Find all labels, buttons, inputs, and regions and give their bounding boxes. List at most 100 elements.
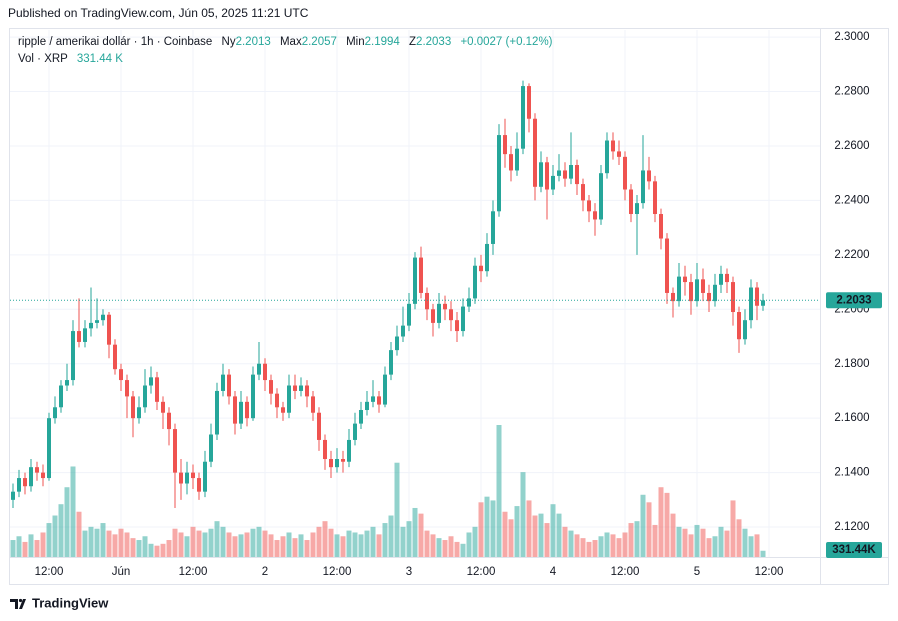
- volume-bar: [676, 526, 682, 557]
- candle-body: [389, 350, 393, 375]
- candle-body: [449, 309, 453, 321]
- candle-body: [641, 170, 645, 204]
- volume-bar: [166, 540, 172, 557]
- candle-body: [731, 282, 735, 313]
- candle-body: [233, 396, 237, 424]
- legend-high-value: 2.2057: [302, 36, 337, 48]
- volume-bar: [328, 528, 334, 557]
- candle-body: [587, 200, 591, 212]
- candle-body: [569, 165, 573, 179]
- candle-body: [197, 478, 201, 492]
- volume-bar: [640, 494, 646, 557]
- volume-bar: [298, 534, 304, 557]
- volume-bar: [412, 507, 418, 557]
- candle-body: [17, 478, 21, 492]
- volume-bar: [664, 492, 670, 557]
- volume-bar: [658, 487, 664, 557]
- candle-body: [347, 439, 351, 462]
- volume-bar: [628, 523, 634, 557]
- y-tick-label: 2.3000: [834, 31, 869, 43]
- candle-body: [605, 140, 609, 174]
- candle-body: [149, 377, 153, 386]
- candle-body: [503, 135, 507, 155]
- candle-body: [467, 298, 471, 307]
- volume-bar: [334, 534, 340, 557]
- candle-body: [683, 276, 687, 283]
- volume-bar: [46, 523, 52, 557]
- volume-bar: [196, 530, 202, 557]
- y-tick-label: 2.1200: [834, 521, 869, 533]
- volume-bar: [52, 515, 58, 557]
- candle-body: [221, 374, 225, 391]
- last-price-label: 2.2033: [836, 294, 871, 306]
- volume-bar: [508, 519, 514, 557]
- candle-body: [191, 472, 195, 479]
- candle-body: [65, 380, 69, 386]
- candle-body: [653, 181, 657, 215]
- legend-low-label: Min: [346, 36, 365, 48]
- x-tick-label: Jún: [112, 566, 131, 578]
- candle-body: [215, 390, 219, 435]
- candle-body: [251, 374, 255, 419]
- volume-bar: [100, 523, 106, 557]
- candle-body: [365, 401, 369, 411]
- volume-bar: [370, 526, 376, 557]
- volume-bar: [340, 536, 346, 557]
- candle-body: [671, 292, 675, 302]
- volume-bar: [604, 532, 610, 557]
- candle-body: [497, 135, 501, 212]
- candle-body: [113, 344, 117, 370]
- volume-bar: [622, 532, 628, 557]
- candle-body: [305, 385, 309, 397]
- candle-body: [353, 423, 357, 440]
- candle-body: [713, 284, 717, 302]
- candle-body: [383, 374, 387, 405]
- volume-bar: [16, 536, 22, 557]
- candle-body: [161, 401, 165, 413]
- candle-body: [83, 328, 87, 342]
- candle-body: [611, 140, 615, 152]
- volume-bar: [700, 528, 706, 557]
- candle-body: [377, 396, 381, 405]
- volume-bar: [460, 543, 466, 557]
- candle-body: [59, 385, 63, 408]
- volume-bar: [352, 532, 358, 557]
- candle-body: [269, 380, 273, 394]
- candle-body: [167, 412, 171, 430]
- candle-body: [47, 418, 51, 479]
- y-tick-label: 2.1600: [834, 412, 869, 424]
- candle-body: [629, 189, 633, 215]
- volume-bar: [262, 530, 268, 557]
- candle-body: [551, 175, 555, 190]
- x-tick-label: 3: [406, 566, 412, 578]
- candle-body: [701, 279, 705, 293]
- volume-bar: [130, 538, 136, 557]
- volume-bar: [538, 513, 544, 557]
- volume-bar: [742, 528, 748, 557]
- candle-body: [71, 331, 75, 381]
- candle-body: [107, 314, 111, 345]
- x-tick-label: 4: [550, 566, 557, 578]
- volume-bar: [238, 534, 244, 557]
- candle-body: [557, 170, 561, 176]
- volume-bar: [190, 526, 196, 557]
- candle-body: [35, 467, 39, 473]
- candle-body: [323, 439, 327, 460]
- volume-bars: [10, 425, 766, 557]
- volume-bar: [94, 528, 100, 557]
- volume-bar: [472, 526, 478, 557]
- candle-body: [755, 287, 759, 306]
- legend-change: +0.0027 (+0.12%): [460, 36, 552, 48]
- candle-body: [263, 363, 267, 381]
- y-tick-label: 2.2400: [834, 194, 869, 206]
- candle-body: [509, 154, 513, 171]
- candle-body: [89, 322, 93, 329]
- candle-body: [707, 292, 711, 302]
- candle-body: [563, 170, 567, 179]
- candle-body: [173, 429, 177, 473]
- candle-body: [521, 86, 525, 149]
- volume-bar: [652, 524, 658, 557]
- volume-bar: [532, 515, 538, 557]
- candle-body: [227, 374, 231, 397]
